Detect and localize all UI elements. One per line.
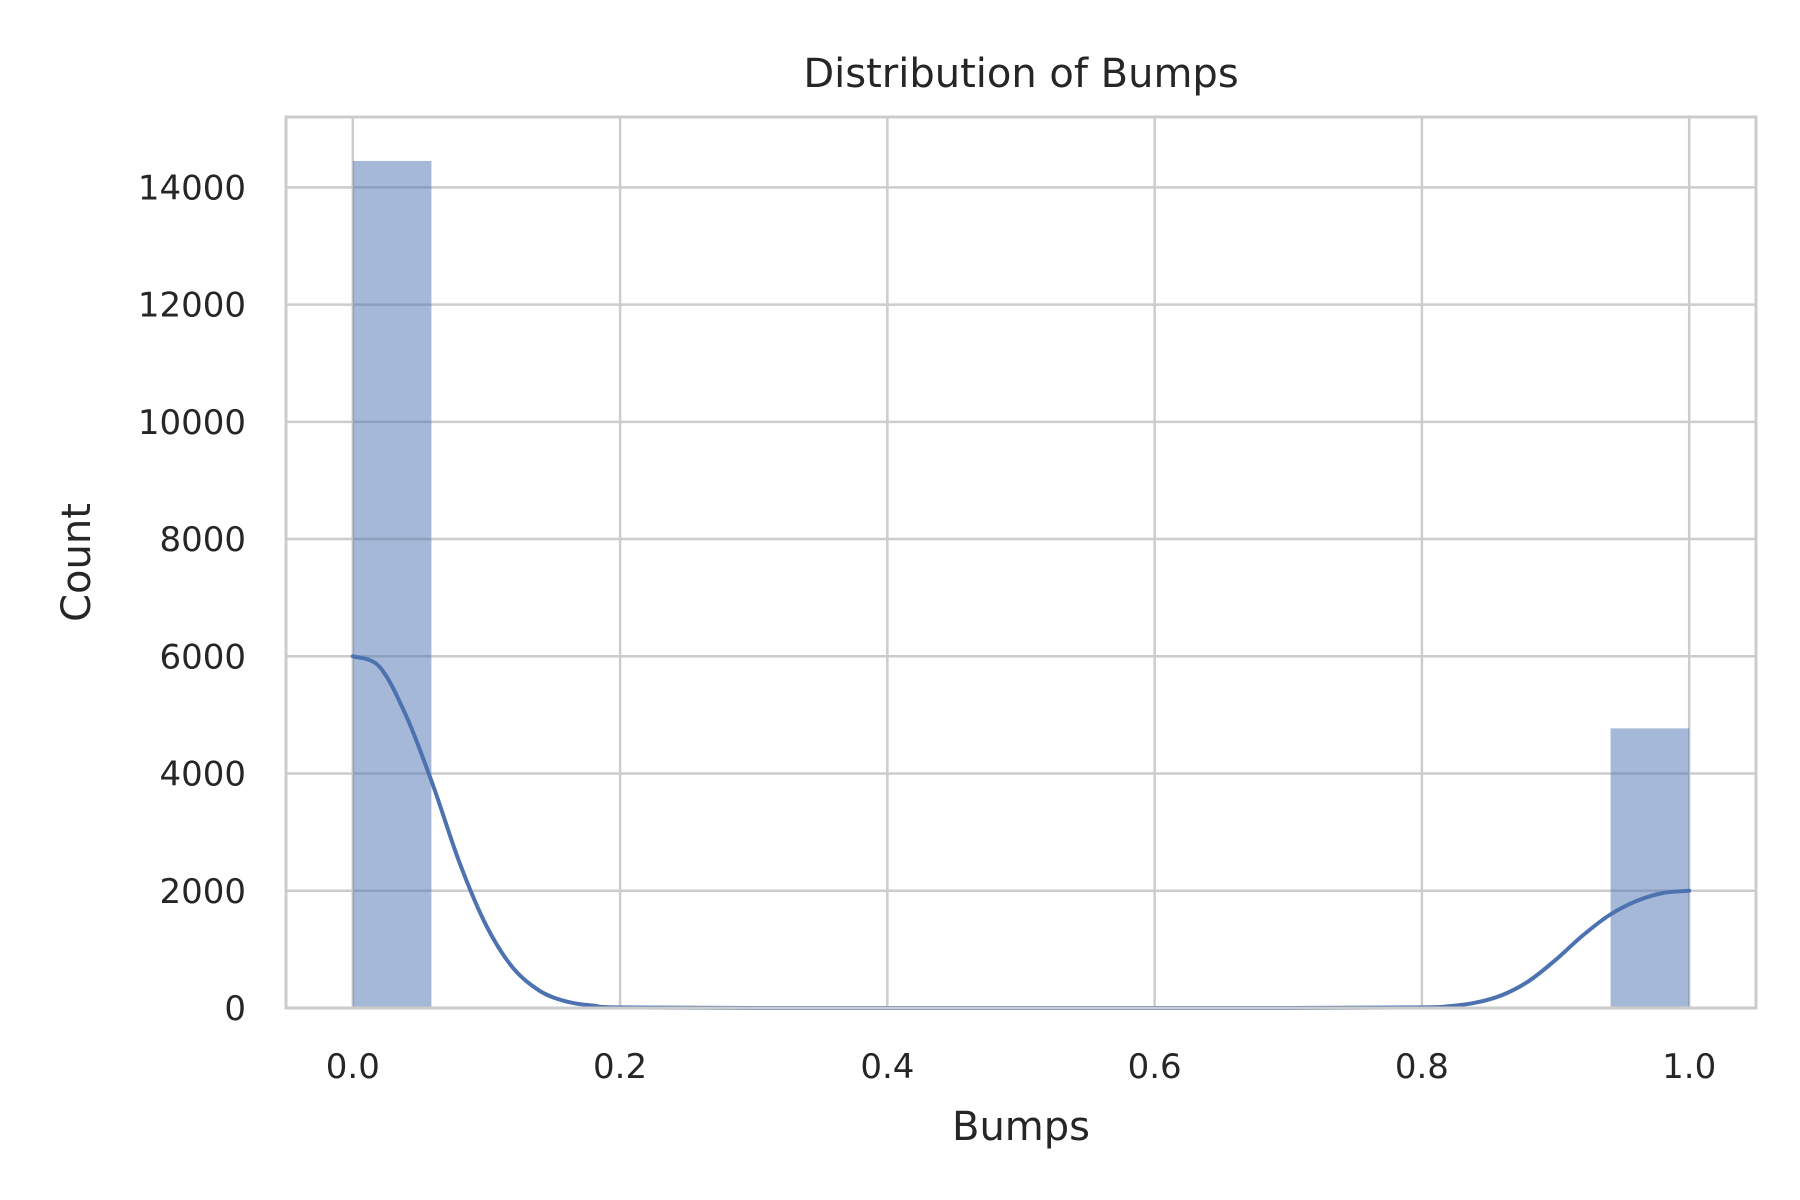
y-tick-label-7: 14000 (138, 168, 246, 208)
y-tick-label-2: 4000 (159, 755, 246, 795)
histogram-bar-1 (1610, 728, 1690, 1008)
y-tick-label-4: 8000 (159, 520, 246, 560)
chart-title: Distribution of Bumps (803, 51, 1238, 97)
x-tick-label-0: 0.0 (326, 1047, 380, 1087)
histogram-bar-0 (352, 160, 432, 1009)
x-axis-label: Bumps (952, 1104, 1090, 1150)
y-tick-label-0: 0 (224, 989, 246, 1029)
y-tick-label-3: 6000 (159, 637, 246, 677)
x-tick-labels: 0.0 0.2 0.4 0.6 0.8 1.0 (326, 1047, 1716, 1087)
x-tick-label-3: 0.6 (1128, 1047, 1182, 1087)
grid (286, 117, 1756, 1010)
y-axis-label: Count (54, 503, 100, 622)
x-tick-label-5: 1.0 (1662, 1047, 1716, 1087)
y-tick-label-1: 2000 (159, 872, 246, 912)
y-tick-labels: 0 2000 4000 6000 8000 10000 12000 14000 (138, 168, 246, 1029)
plot-frame (284, 115, 1758, 1010)
y-tick-label-6: 12000 (138, 286, 246, 326)
x-tick-label-2: 0.4 (860, 1047, 914, 1087)
x-tick-label-1: 0.2 (593, 1047, 647, 1087)
histogram-bars (352, 160, 1690, 1009)
x-tick-label-4: 0.8 (1395, 1047, 1449, 1087)
y-tick-label-5: 10000 (138, 403, 246, 443)
